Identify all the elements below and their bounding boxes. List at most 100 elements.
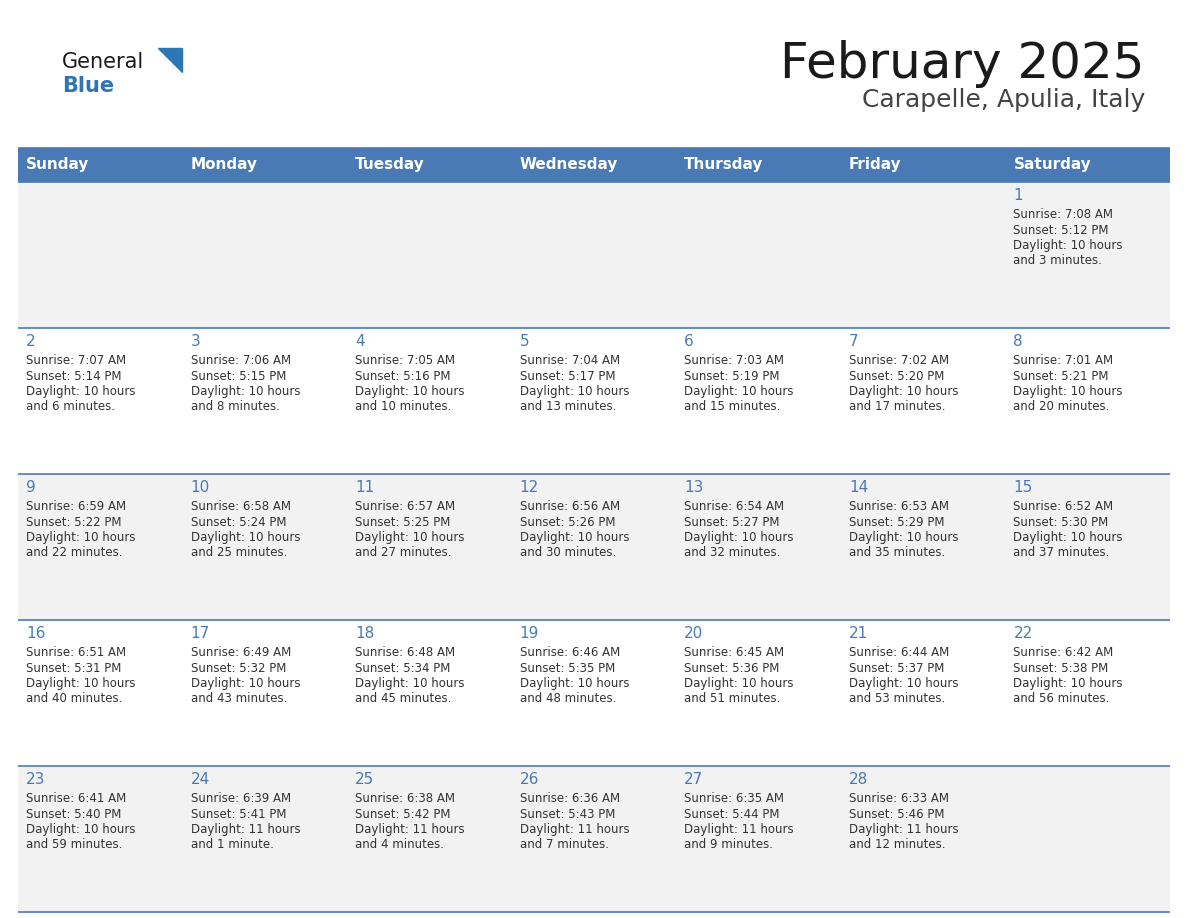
Text: 16: 16 (26, 626, 45, 641)
Text: Thursday: Thursday (684, 158, 764, 173)
Text: and 10 minutes.: and 10 minutes. (355, 400, 451, 413)
Text: 26: 26 (519, 772, 539, 787)
Text: and 13 minutes.: and 13 minutes. (519, 400, 617, 413)
Text: Daylight: 11 hours: Daylight: 11 hours (849, 823, 959, 836)
Text: Sunset: 5:12 PM: Sunset: 5:12 PM (1013, 223, 1108, 237)
Text: 2: 2 (26, 334, 36, 349)
Text: Sunrise: 6:51 AM: Sunrise: 6:51 AM (26, 646, 126, 659)
Text: Sunset: 5:17 PM: Sunset: 5:17 PM (519, 370, 615, 383)
Text: and 30 minutes.: and 30 minutes. (519, 546, 615, 559)
Text: and 56 minutes.: and 56 minutes. (1013, 692, 1110, 706)
Text: 9: 9 (26, 480, 36, 495)
Text: Sunrise: 6:41 AM: Sunrise: 6:41 AM (26, 792, 126, 805)
Text: Daylight: 10 hours: Daylight: 10 hours (26, 385, 135, 398)
Text: and 45 minutes.: and 45 minutes. (355, 692, 451, 706)
Text: Sunset: 5:27 PM: Sunset: 5:27 PM (684, 516, 779, 529)
Text: Daylight: 10 hours: Daylight: 10 hours (190, 531, 301, 544)
Text: Sunrise: 6:45 AM: Sunrise: 6:45 AM (684, 646, 784, 659)
Text: 10: 10 (190, 480, 210, 495)
Text: Tuesday: Tuesday (355, 158, 425, 173)
Text: 12: 12 (519, 480, 539, 495)
Text: and 6 minutes.: and 6 minutes. (26, 400, 115, 413)
Text: Sunset: 5:37 PM: Sunset: 5:37 PM (849, 662, 944, 675)
Text: Sunrise: 7:04 AM: Sunrise: 7:04 AM (519, 354, 620, 367)
Text: 22: 22 (1013, 626, 1032, 641)
Text: Sunrise: 7:01 AM: Sunrise: 7:01 AM (1013, 354, 1113, 367)
Text: Daylight: 10 hours: Daylight: 10 hours (190, 385, 301, 398)
Bar (18, 474, 1170, 620)
Text: and 12 minutes.: and 12 minutes. (849, 838, 946, 852)
Text: Sunrise: 7:07 AM: Sunrise: 7:07 AM (26, 354, 126, 367)
Text: Sunrise: 6:36 AM: Sunrise: 6:36 AM (519, 792, 620, 805)
Text: Daylight: 10 hours: Daylight: 10 hours (519, 531, 630, 544)
Text: Sunrise: 6:58 AM: Sunrise: 6:58 AM (190, 500, 291, 513)
Text: Sunset: 5:31 PM: Sunset: 5:31 PM (26, 662, 121, 675)
Text: Sunset: 5:44 PM: Sunset: 5:44 PM (684, 808, 779, 821)
Text: 4: 4 (355, 334, 365, 349)
Text: and 1 minute.: and 1 minute. (190, 838, 273, 852)
Text: General: General (62, 52, 144, 72)
Text: 23: 23 (26, 772, 45, 787)
Text: Sunset: 5:34 PM: Sunset: 5:34 PM (355, 662, 450, 675)
Text: Sunset: 5:46 PM: Sunset: 5:46 PM (849, 808, 944, 821)
Text: Daylight: 10 hours: Daylight: 10 hours (26, 677, 135, 690)
Text: and 22 minutes.: and 22 minutes. (26, 546, 122, 559)
Text: Sunrise: 6:53 AM: Sunrise: 6:53 AM (849, 500, 949, 513)
Text: Daylight: 10 hours: Daylight: 10 hours (519, 385, 630, 398)
Polygon shape (158, 48, 182, 72)
Bar (347, 148, 512, 182)
Text: 27: 27 (684, 772, 703, 787)
Text: and 53 minutes.: and 53 minutes. (849, 692, 946, 706)
Text: Sunset: 5:29 PM: Sunset: 5:29 PM (849, 516, 944, 529)
Text: Daylight: 10 hours: Daylight: 10 hours (684, 677, 794, 690)
Text: Daylight: 10 hours: Daylight: 10 hours (26, 531, 135, 544)
Text: Sunset: 5:40 PM: Sunset: 5:40 PM (26, 808, 121, 821)
Text: Daylight: 11 hours: Daylight: 11 hours (684, 823, 794, 836)
Text: Sunset: 5:35 PM: Sunset: 5:35 PM (519, 662, 615, 675)
Text: Sunset: 5:30 PM: Sunset: 5:30 PM (1013, 516, 1108, 529)
Bar (18, 148, 183, 182)
Text: Sunrise: 6:59 AM: Sunrise: 6:59 AM (26, 500, 126, 513)
Bar (18, 766, 1170, 912)
Text: 28: 28 (849, 772, 868, 787)
Text: Sunset: 5:38 PM: Sunset: 5:38 PM (1013, 662, 1108, 675)
Text: Sunset: 5:15 PM: Sunset: 5:15 PM (190, 370, 286, 383)
Text: Daylight: 10 hours: Daylight: 10 hours (355, 385, 465, 398)
Bar (18, 182, 1170, 328)
Text: 17: 17 (190, 626, 210, 641)
Text: Daylight: 11 hours: Daylight: 11 hours (190, 823, 301, 836)
Bar (841, 148, 1005, 182)
Text: and 8 minutes.: and 8 minutes. (190, 400, 279, 413)
Text: Sunrise: 6:49 AM: Sunrise: 6:49 AM (190, 646, 291, 659)
Text: 13: 13 (684, 480, 703, 495)
Text: and 27 minutes.: and 27 minutes. (355, 546, 451, 559)
Bar (676, 148, 841, 182)
Text: Blue: Blue (62, 76, 114, 96)
Text: Daylight: 10 hours: Daylight: 10 hours (684, 531, 794, 544)
Text: Sunrise: 6:35 AM: Sunrise: 6:35 AM (684, 792, 784, 805)
Text: 7: 7 (849, 334, 859, 349)
Text: Sunrise: 7:08 AM: Sunrise: 7:08 AM (1013, 208, 1113, 221)
Text: Daylight: 10 hours: Daylight: 10 hours (684, 385, 794, 398)
Text: and 20 minutes.: and 20 minutes. (1013, 400, 1110, 413)
Text: 25: 25 (355, 772, 374, 787)
Text: 11: 11 (355, 480, 374, 495)
Text: Daylight: 10 hours: Daylight: 10 hours (1013, 385, 1123, 398)
Text: Daylight: 11 hours: Daylight: 11 hours (519, 823, 630, 836)
Text: Sunset: 5:19 PM: Sunset: 5:19 PM (684, 370, 779, 383)
Text: 19: 19 (519, 626, 539, 641)
Text: and 15 minutes.: and 15 minutes. (684, 400, 781, 413)
Text: 6: 6 (684, 334, 694, 349)
Text: Sunset: 5:22 PM: Sunset: 5:22 PM (26, 516, 121, 529)
Text: February 2025: February 2025 (781, 40, 1145, 88)
Text: Monday: Monday (190, 158, 258, 173)
Bar (1005, 148, 1170, 182)
Text: Sunset: 5:25 PM: Sunset: 5:25 PM (355, 516, 450, 529)
Text: and 40 minutes.: and 40 minutes. (26, 692, 122, 706)
Text: Daylight: 10 hours: Daylight: 10 hours (849, 677, 959, 690)
Text: Sunday: Sunday (26, 158, 89, 173)
Text: Sunset: 5:32 PM: Sunset: 5:32 PM (190, 662, 286, 675)
Text: and 43 minutes.: and 43 minutes. (190, 692, 287, 706)
Text: 8: 8 (1013, 334, 1023, 349)
Bar (512, 148, 676, 182)
